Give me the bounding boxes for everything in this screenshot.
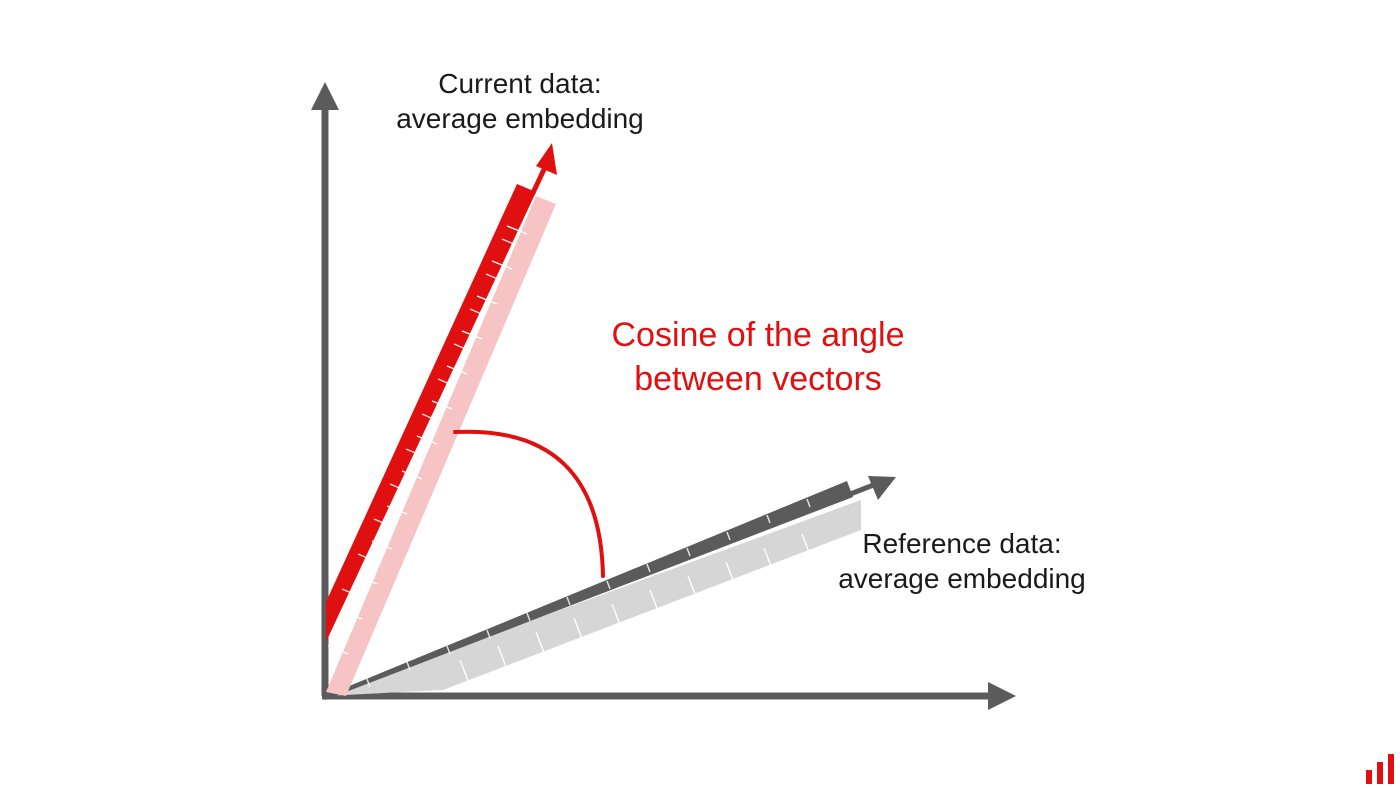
angle-arc <box>453 429 605 578</box>
current-vector-label-line2: average embedding <box>396 103 644 134</box>
reference-vector-label-line2: average embedding <box>838 563 1086 594</box>
y-axis-arrowhead-icon <box>311 82 339 110</box>
current-vector-shade-ticks <box>327 225 528 655</box>
angle-label: Cosine of the angle between vectors <box>570 313 946 401</box>
current-vector <box>326 143 557 696</box>
current-vector-bar <box>326 184 536 642</box>
bar-chart-logo-icon <box>1366 754 1394 784</box>
reference-vector-label-line1: Reference data: <box>862 528 1062 559</box>
angle-label-line1: Cosine of the angle <box>611 316 905 354</box>
reference-vector-shade-ticks <box>459 533 813 687</box>
current-vector-label: Current data: average embedding <box>380 66 660 136</box>
reference-vector-bar <box>325 481 853 700</box>
reference-vector-arrowhead-icon <box>868 476 896 500</box>
x-axis-arrowhead-icon <box>988 682 1016 710</box>
current-vector-ticks <box>341 238 517 596</box>
angle-label-line2: between vectors <box>634 360 882 399</box>
reference-vector <box>325 476 896 700</box>
x-axis <box>322 682 1016 710</box>
reference-vector-ticks <box>366 498 811 688</box>
current-vector-arrowhead-icon <box>536 143 557 175</box>
reference-vector-label: Reference data: average embedding <box>822 526 1102 596</box>
y-axis <box>311 82 339 696</box>
current-vector-shade <box>326 196 556 696</box>
current-vector-label-line1: Current data: <box>438 68 602 99</box>
